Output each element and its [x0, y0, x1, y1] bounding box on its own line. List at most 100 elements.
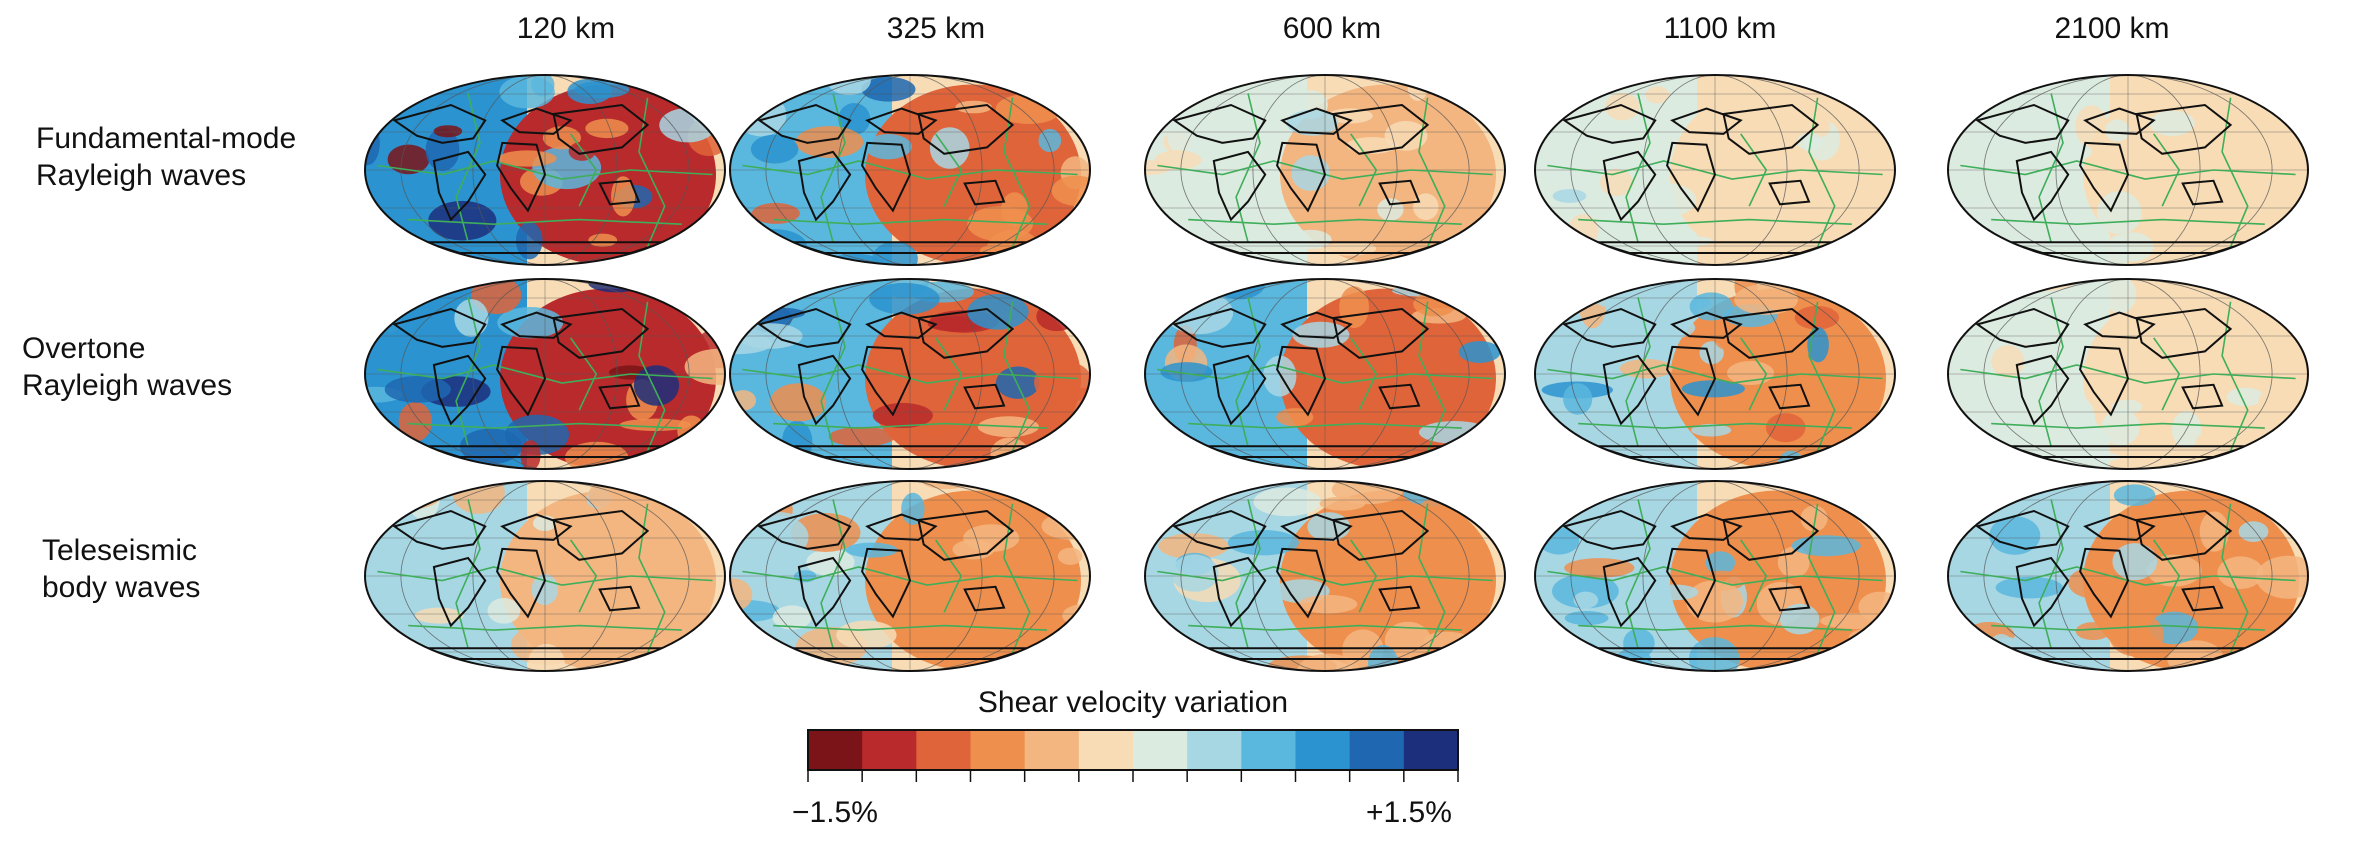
- plate-boundary: [377, 160, 713, 180]
- coastline: [1212, 354, 1267, 426]
- plate-boundary: [934, 133, 963, 207]
- coastline: [2079, 547, 2130, 619]
- longitude-line: [400, 75, 690, 265]
- plate-boundary: [1625, 93, 1651, 243]
- anomaly-patch: [2277, 83, 2308, 99]
- anomaly-patch: [1368, 644, 1399, 671]
- anomaly-patch: [730, 599, 780, 623]
- longitude-line: [2055, 481, 2201, 671]
- velocity-map: [730, 75, 1090, 265]
- anomaly-patch: [1535, 485, 1558, 505]
- anomaly-patch: [1948, 481, 1997, 507]
- anomaly-patch: [1564, 611, 1609, 626]
- map-outline: [729, 74, 1091, 266]
- velocity-map: [1145, 481, 1505, 671]
- coastline: [797, 150, 852, 222]
- coastline: [2015, 150, 2070, 222]
- coastline: [1602, 354, 1657, 426]
- coastline: [2015, 354, 2070, 426]
- longitude-line: [2055, 279, 2201, 469]
- anomaly-patch: [1187, 481, 1232, 490]
- anomaly-patch: [2027, 345, 2064, 382]
- anomaly-patch: [2075, 622, 2111, 641]
- coastline: [552, 509, 650, 561]
- coastline: [963, 179, 1006, 206]
- velocity-map: [1948, 481, 2308, 671]
- velocity-map: [730, 279, 1090, 469]
- coastline: [432, 556, 487, 628]
- anomaly-patch: [1952, 210, 2016, 236]
- anomaly-patch: [365, 121, 380, 166]
- plate-boundary: [1418, 503, 1446, 654]
- anomaly-patch: [1675, 168, 1734, 186]
- coastline: [2083, 513, 2156, 541]
- anomaly-patch: [1173, 75, 1238, 94]
- anomaly-patch: [409, 481, 431, 497]
- plate-boundary: [638, 503, 666, 654]
- plate-boundary: [934, 337, 963, 411]
- longitude-line: [1642, 75, 1788, 265]
- anomaly-patch: [1482, 299, 1505, 318]
- anomaly-patch: [967, 294, 1029, 330]
- plate-boundary: [2038, 499, 2064, 649]
- anomaly-patch: [1765, 413, 1806, 443]
- anomaly-patch: [1995, 576, 2063, 599]
- plate-boundary: [1350, 539, 1378, 613]
- row-header-teleseismic: Teleseismic body waves: [42, 532, 372, 606]
- row-header-overtone: Overtone Rayleigh waves: [22, 330, 352, 404]
- coastline: [392, 307, 487, 348]
- anomaly-patch: [1991, 345, 2025, 378]
- row-header-line1: Teleseismic: [42, 534, 198, 567]
- map-outline: [1534, 278, 1896, 470]
- anomaly-patch: [1160, 362, 1213, 382]
- anomaly-patch: [516, 222, 543, 260]
- coastline: [865, 311, 938, 339]
- coastline: [598, 179, 641, 206]
- anomaly-patch: [531, 75, 555, 97]
- coastline: [552, 307, 650, 359]
- plate-boundary: [820, 297, 846, 447]
- map-outline: [1534, 74, 1896, 266]
- anomaly-patch: [1777, 450, 1805, 469]
- plate-boundary: [1808, 97, 1836, 248]
- plate-boundary: [773, 624, 1047, 631]
- anomaly-patch: [588, 233, 618, 247]
- plate-boundary: [1350, 337, 1378, 411]
- anomaly-patch: [1642, 235, 1714, 248]
- velocity-map: [1535, 75, 1895, 265]
- coastline: [1280, 311, 1353, 339]
- anomaly-patch: [1018, 242, 1081, 265]
- anomaly-patch: [1681, 380, 1745, 398]
- row-header-line1: Overtone: [22, 332, 146, 365]
- coastline: [1768, 383, 1811, 410]
- anomaly-patch: [1699, 341, 1724, 365]
- coastline: [1280, 107, 1353, 135]
- coastline: [2015, 556, 2070, 628]
- anomaly-patch: [1686, 580, 1743, 623]
- coastline: [496, 141, 547, 213]
- anomaly-patch: [379, 481, 444, 510]
- velocity-map: [1145, 75, 1505, 265]
- anomaly-patch: [633, 365, 680, 406]
- anomaly-patch: [1065, 481, 1090, 495]
- coastline: [500, 513, 573, 541]
- coastline: [1378, 383, 1421, 410]
- anomaly-patch: [1535, 279, 1583, 304]
- anomaly-patch: [371, 241, 416, 261]
- plate-boundary: [377, 364, 713, 384]
- velocity-map: [730, 481, 1090, 671]
- coastline: [432, 354, 487, 426]
- plate-boundary: [820, 93, 846, 243]
- anomaly-patch: [365, 197, 387, 240]
- column-header-325km: 325 km: [886, 12, 986, 45]
- anomaly-patch: [2217, 556, 2264, 589]
- anomaly-patch: [861, 77, 916, 102]
- plate-boundary: [742, 566, 1078, 586]
- anomaly-patch: [1384, 621, 1431, 660]
- plate-boundary: [1418, 97, 1446, 248]
- anomaly-patch: [1811, 247, 1864, 265]
- anomaly-patch: [1619, 359, 1673, 379]
- coastline: [2135, 103, 2233, 155]
- anomaly-patch: [1145, 636, 1173, 662]
- coastline: [1722, 103, 1820, 155]
